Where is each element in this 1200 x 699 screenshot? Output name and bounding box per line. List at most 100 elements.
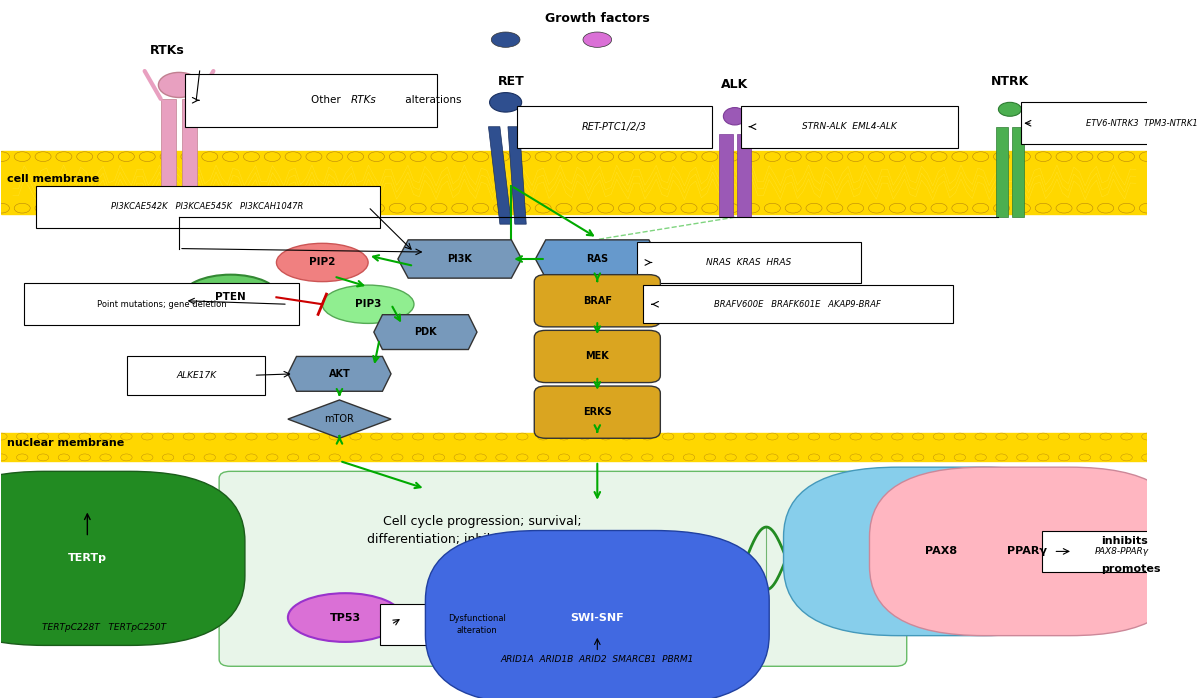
Circle shape bbox=[806, 203, 822, 213]
Circle shape bbox=[556, 152, 572, 161]
Circle shape bbox=[77, 203, 92, 213]
Text: PAX8: PAX8 bbox=[925, 547, 958, 556]
Circle shape bbox=[1036, 152, 1051, 161]
Circle shape bbox=[869, 203, 884, 213]
Circle shape bbox=[246, 433, 257, 440]
Bar bbox=[719, 134, 732, 217]
Circle shape bbox=[722, 152, 739, 161]
Circle shape bbox=[974, 433, 986, 440]
Circle shape bbox=[475, 433, 486, 440]
Circle shape bbox=[850, 454, 862, 461]
Circle shape bbox=[222, 203, 239, 213]
Bar bbox=[161, 99, 175, 217]
Circle shape bbox=[1121, 433, 1133, 440]
Circle shape bbox=[535, 152, 551, 161]
Circle shape bbox=[451, 203, 468, 213]
Circle shape bbox=[56, 152, 72, 161]
Circle shape bbox=[1036, 203, 1051, 213]
Circle shape bbox=[598, 203, 613, 213]
Circle shape bbox=[577, 152, 593, 161]
Text: Growth factors: Growth factors bbox=[545, 13, 649, 25]
Text: PI3K: PI3K bbox=[448, 254, 473, 264]
Circle shape bbox=[996, 454, 1007, 461]
Circle shape bbox=[934, 433, 944, 440]
Ellipse shape bbox=[323, 285, 414, 324]
Circle shape bbox=[204, 433, 216, 440]
Circle shape bbox=[348, 203, 364, 213]
Circle shape bbox=[431, 152, 446, 161]
Circle shape bbox=[871, 454, 882, 461]
Circle shape bbox=[806, 152, 822, 161]
Circle shape bbox=[490, 92, 522, 112]
Circle shape bbox=[1056, 203, 1072, 213]
Circle shape bbox=[829, 454, 840, 461]
Circle shape bbox=[642, 433, 653, 440]
FancyBboxPatch shape bbox=[220, 471, 907, 666]
Circle shape bbox=[910, 203, 926, 213]
Circle shape bbox=[640, 152, 655, 161]
Circle shape bbox=[184, 454, 194, 461]
Text: RET: RET bbox=[498, 75, 524, 88]
Circle shape bbox=[600, 454, 611, 461]
Bar bbox=[996, 127, 1008, 217]
Circle shape bbox=[142, 433, 152, 440]
Circle shape bbox=[58, 433, 70, 440]
Circle shape bbox=[162, 454, 174, 461]
Circle shape bbox=[850, 433, 862, 440]
Circle shape bbox=[287, 454, 299, 461]
Circle shape bbox=[1058, 433, 1069, 440]
Circle shape bbox=[912, 454, 924, 461]
Circle shape bbox=[1076, 203, 1093, 213]
Circle shape bbox=[787, 433, 799, 440]
Circle shape bbox=[368, 203, 384, 213]
Ellipse shape bbox=[288, 593, 402, 642]
Text: cell membrane: cell membrane bbox=[7, 174, 100, 184]
Text: ERKS: ERKS bbox=[583, 407, 612, 417]
Circle shape bbox=[809, 454, 820, 461]
Circle shape bbox=[662, 433, 674, 440]
Circle shape bbox=[139, 203, 155, 213]
Circle shape bbox=[119, 152, 134, 161]
Text: promotes: promotes bbox=[1102, 564, 1162, 574]
Circle shape bbox=[142, 454, 152, 461]
Polygon shape bbox=[288, 400, 391, 438]
FancyBboxPatch shape bbox=[534, 275, 660, 327]
FancyBboxPatch shape bbox=[637, 242, 860, 283]
Text: PI3KCAE542K   PI3KCAE545K   PI3KCAH1047R: PI3KCAE542K PI3KCAE545K PI3KCAH1047R bbox=[112, 202, 304, 211]
Ellipse shape bbox=[182, 275, 280, 320]
Bar bbox=[1, 433, 1147, 461]
Circle shape bbox=[410, 203, 426, 213]
Circle shape bbox=[952, 152, 968, 161]
Circle shape bbox=[204, 454, 216, 461]
FancyBboxPatch shape bbox=[784, 467, 1099, 635]
Circle shape bbox=[725, 433, 737, 440]
Circle shape bbox=[121, 433, 132, 440]
Circle shape bbox=[889, 203, 905, 213]
Circle shape bbox=[264, 203, 281, 213]
Circle shape bbox=[202, 203, 217, 213]
Circle shape bbox=[97, 152, 114, 161]
Ellipse shape bbox=[724, 108, 746, 125]
Circle shape bbox=[994, 152, 1009, 161]
Circle shape bbox=[642, 454, 653, 461]
Text: alterations: alterations bbox=[402, 95, 462, 106]
Text: TERTp: TERTp bbox=[68, 554, 107, 563]
Circle shape bbox=[1100, 433, 1111, 440]
Circle shape bbox=[640, 203, 655, 213]
Circle shape bbox=[600, 433, 611, 440]
Circle shape bbox=[266, 454, 278, 461]
Circle shape bbox=[160, 152, 176, 161]
Bar bbox=[737, 134, 751, 217]
Circle shape bbox=[954, 454, 966, 461]
Circle shape bbox=[660, 152, 676, 161]
FancyBboxPatch shape bbox=[379, 604, 575, 645]
Circle shape bbox=[433, 433, 445, 440]
Circle shape bbox=[618, 203, 635, 213]
Circle shape bbox=[558, 454, 570, 461]
Circle shape bbox=[722, 203, 739, 213]
Text: PIP3: PIP3 bbox=[355, 299, 382, 309]
Circle shape bbox=[809, 433, 820, 440]
Circle shape bbox=[847, 203, 864, 213]
Bar bbox=[182, 99, 197, 217]
Circle shape bbox=[79, 454, 90, 461]
